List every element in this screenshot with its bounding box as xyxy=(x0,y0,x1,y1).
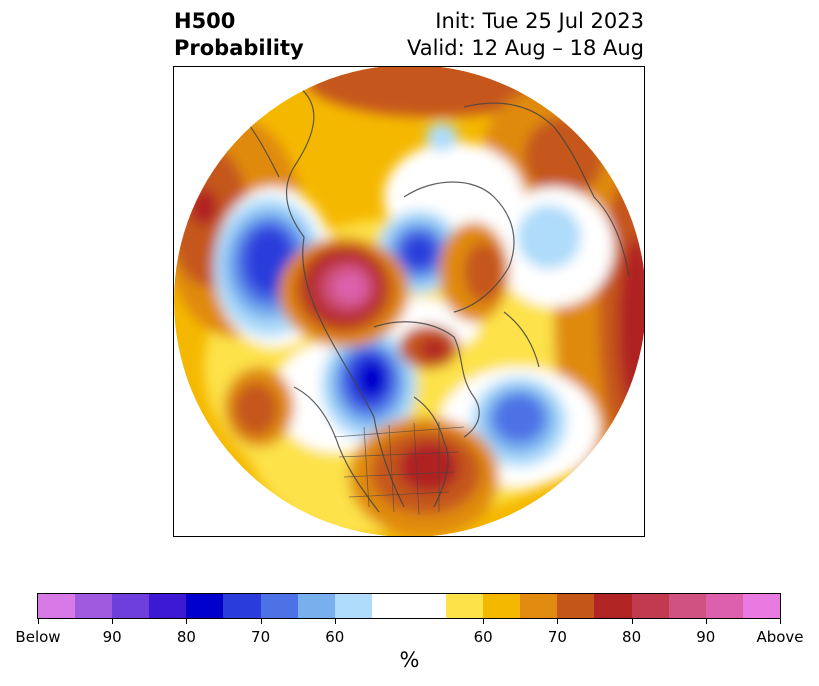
colorbar-tick-1 xyxy=(112,619,114,624)
colorbar-tick-4 xyxy=(334,619,336,624)
colorbar-tick-label-1: 90 xyxy=(102,628,122,646)
colorbar-cell-15 xyxy=(594,594,632,618)
title-line-h500: H500 xyxy=(174,9,236,33)
colorbar-tick-3 xyxy=(260,619,262,624)
colorbar-cell-14 xyxy=(557,594,595,618)
colorbar-cell-0 xyxy=(38,594,76,618)
colorbar-cell-4 xyxy=(186,594,224,618)
colorbar-tick-label-0: Below xyxy=(15,628,61,646)
colorbar-unit-label: % xyxy=(399,648,420,672)
colorbar-cell-13 xyxy=(520,594,558,618)
colorbar-tick-8 xyxy=(705,619,707,624)
colorbar-cell-16 xyxy=(631,594,669,618)
colorbar-tick-label-8: 90 xyxy=(696,628,716,646)
colorbar-cell-19 xyxy=(742,594,780,618)
boundaries xyxy=(333,422,465,516)
polar-map-svg xyxy=(174,67,644,536)
colorbar xyxy=(37,593,781,619)
colorbar-tick-6 xyxy=(557,619,559,624)
coastlines xyxy=(233,86,630,513)
init-date-label: Init: Tue 25 Jul 2023 xyxy=(435,9,644,33)
valid-date-label: Valid: 12 Aug – 18 Aug xyxy=(406,36,644,60)
colorbar-cell-5 xyxy=(223,594,261,618)
colorbar-tick-label-9: Above xyxy=(756,628,804,646)
probability-field xyxy=(174,67,644,536)
polar-map-frame xyxy=(173,66,645,537)
colorbar-cell-8 xyxy=(334,594,372,618)
colorbar-tick-9 xyxy=(780,619,781,624)
colorbar-cell-3 xyxy=(149,594,187,618)
colorbar-cell-17 xyxy=(668,594,706,618)
colorbar-cell-18 xyxy=(705,594,743,618)
colorbar-cell-6 xyxy=(260,594,298,618)
chart-title-right: Init: Tue 25 Jul 2023 Valid: 12 Aug – 18… xyxy=(407,8,644,62)
colorbar-ticks: Below 90 80 70 60 60 70 80 90 Above xyxy=(0,619,819,649)
colorbar-tick-7 xyxy=(631,619,633,624)
colorbar-cell-9 xyxy=(371,594,409,618)
chart-title-left: H500 Probability xyxy=(174,8,304,62)
colorbar-cell-7 xyxy=(297,594,335,618)
colorbar-tick-2 xyxy=(186,619,188,624)
colorbar-tick-5 xyxy=(483,619,485,624)
colorbar-cell-2 xyxy=(112,594,150,618)
colorbar-cell-10 xyxy=(408,594,447,618)
colorbar-cell-1 xyxy=(75,594,113,618)
colorbar-tick-label-4: 60 xyxy=(325,628,345,646)
colorbar-tick-label-2: 80 xyxy=(176,628,196,646)
colorbar-tick-label-3: 70 xyxy=(251,628,271,646)
colorbar-cell-12 xyxy=(483,594,521,618)
colorbar-tick-label-7: 80 xyxy=(622,628,642,646)
colorbar-tick-0 xyxy=(38,619,39,624)
colorbar-tick-label-6: 70 xyxy=(547,628,567,646)
colorbar-tick-label-5: 60 xyxy=(473,628,493,646)
title-line-probability: Probability xyxy=(174,36,304,60)
colorbar-cell-11 xyxy=(446,594,484,618)
